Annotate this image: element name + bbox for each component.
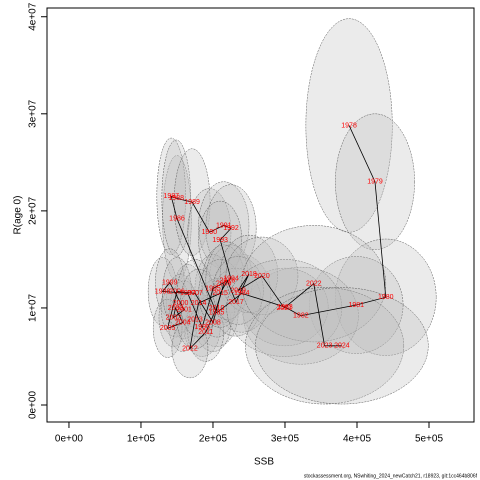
- year-label: 2021: [276, 305, 292, 312]
- year-label: 1999: [162, 280, 178, 287]
- year-label: 1992: [223, 225, 239, 232]
- year-label: 1993: [212, 237, 228, 244]
- x-tick-label: 1e+05: [127, 434, 156, 445]
- plot-box: [46, 7, 475, 423]
- year-label: 2010: [209, 305, 225, 312]
- year-label: 2018: [241, 271, 257, 278]
- y-tick-label: 1e+07: [28, 293, 39, 322]
- year-label: 2005: [160, 325, 176, 332]
- year-label: 2014: [191, 300, 207, 307]
- year-label: 2013: [187, 316, 203, 323]
- x-axis-label: SSB: [254, 457, 274, 468]
- year-label: 1981: [348, 302, 364, 309]
- year-label: 2016: [220, 278, 236, 285]
- year-label: 2015: [212, 290, 228, 297]
- year-label: 2017: [228, 299, 244, 306]
- year-label: 1980: [378, 294, 394, 301]
- year-label: 2009: [216, 281, 232, 288]
- year-label: 1987: [163, 193, 179, 200]
- year-label: 2006: [169, 288, 185, 295]
- year-label: 1979: [367, 179, 383, 186]
- year-label: 1991: [216, 222, 232, 229]
- y-tick-label: 4e+07: [28, 2, 39, 31]
- year-label: 2020: [254, 273, 270, 280]
- year-label: 2012: [182, 346, 198, 353]
- y-tick-label: 3e+07: [28, 99, 39, 128]
- year-label: 1978: [341, 122, 357, 129]
- year-label: 1997: [180, 290, 196, 297]
- y-tick-label: 2e+07: [28, 196, 39, 225]
- footnote: stockassessment.org, NSwhiting_2024_newC…: [304, 473, 478, 479]
- year-label: 1988: [168, 195, 184, 202]
- year-label: 1994: [223, 276, 239, 283]
- x-tick-label: 5e+05: [415, 434, 444, 445]
- year-label: 2019: [230, 287, 246, 294]
- year-label: 2000: [173, 300, 189, 307]
- year-label: 1990: [202, 229, 218, 236]
- year-label: 1984: [234, 290, 250, 297]
- year-label: 2007: [187, 290, 203, 297]
- year-label: 2011: [198, 329, 213, 336]
- year-label: 1998: [155, 288, 171, 295]
- year-label: 1996: [194, 324, 210, 331]
- year-label: 1986: [169, 215, 185, 222]
- year-label: 2023: [317, 343, 333, 350]
- year-label: 1995: [205, 285, 221, 292]
- trajectory-line: [161, 125, 387, 350]
- year-label: 1989: [184, 199, 200, 206]
- y-axis-label: R(age 0): [13, 196, 24, 235]
- x-tick-label: 0e+00: [55, 434, 84, 445]
- year-label: 2024: [334, 343, 350, 350]
- x-tick-label: 4e+05: [343, 434, 372, 445]
- y-tick-label: 0e+00: [28, 391, 39, 420]
- year-label: 1983: [277, 304, 293, 311]
- year-label: 2008: [205, 319, 221, 326]
- x-tick-label: 2e+05: [199, 434, 228, 445]
- year-label: 2022: [306, 281, 322, 288]
- year-label: 2004: [175, 319, 191, 326]
- year-label: 2002: [166, 314, 182, 321]
- year-label: 1985: [209, 310, 225, 317]
- year-label: 2003: [168, 305, 184, 312]
- x-tick-label: 3e+05: [271, 434, 300, 445]
- year-label: 1982: [293, 313, 309, 320]
- year-label: 2001: [176, 307, 192, 314]
